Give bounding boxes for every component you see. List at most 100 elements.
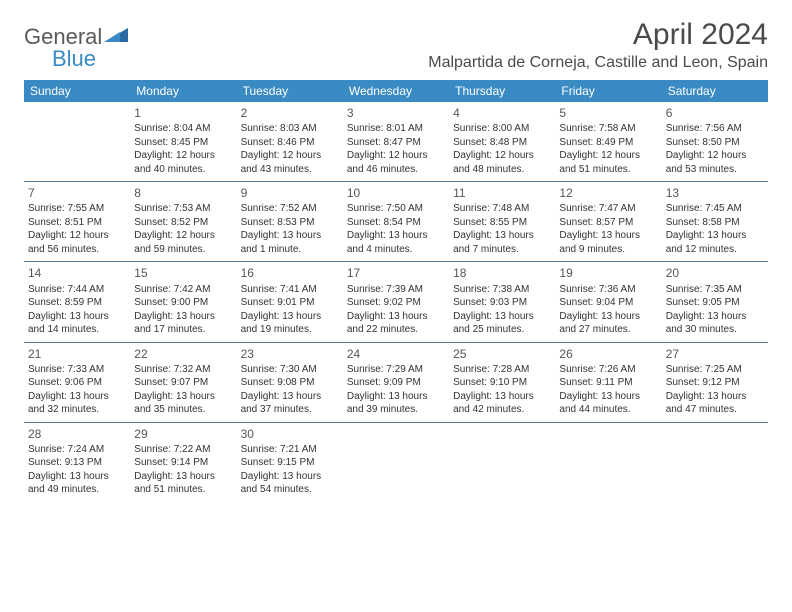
weekday-header: Tuesday: [237, 80, 343, 102]
daylight-text: Daylight: 13 hours and 37 minutes.: [241, 390, 339, 417]
sunrise-text: Sunrise: 7:44 AM: [28, 283, 126, 297]
day-cell: 2Sunrise: 8:03 AMSunset: 8:46 PMDaylight…: [237, 102, 343, 181]
sunset-text: Sunset: 9:11 PM: [559, 376, 657, 390]
sunrise-text: Sunrise: 7:42 AM: [134, 283, 232, 297]
sunrise-text: Sunrise: 7:24 AM: [28, 443, 126, 457]
sunset-text: Sunset: 9:09 PM: [347, 376, 445, 390]
day-cell: 18 Sunrise: 7:38 AMSunset: 9:03 PMDayligh…: [449, 262, 555, 341]
day-number: 21: [28, 346, 126, 362]
day-number: 3: [347, 105, 445, 121]
daylight-text: Daylight: 12 hours and 59 minutes.: [134, 229, 232, 256]
sunset-text: Sunset: 8:58 PM: [666, 216, 764, 230]
sunset-text: Sunset: 8:48 PM: [453, 136, 551, 150]
daylight-text: Daylight: 12 hours and 53 minutes.: [666, 149, 764, 176]
daylight-text: Daylight: 12 hours and 51 minutes.: [559, 149, 657, 176]
sunrise-text: Sunrise: 7:29 AM: [347, 363, 445, 377]
sunset-text: Sunset: 9:01 PM: [241, 296, 339, 310]
day-number: 18: [453, 265, 551, 281]
daylight-text: Daylight: 12 hours and 43 minutes.: [241, 149, 339, 176]
sunrise-text: Sunrise: 7:25 AM: [666, 363, 764, 377]
day-number: 29: [134, 426, 232, 442]
daylight-text: Daylight: 13 hours and 39 minutes.: [347, 390, 445, 417]
daylight-text: Daylight: 13 hours and 25 minutes.: [453, 310, 551, 337]
day-cell: [343, 423, 449, 502]
sunset-text: Sunset: 9:08 PM: [241, 376, 339, 390]
day-number: 22: [134, 346, 232, 362]
daylight-text: Daylight: 13 hours and 9 minutes.: [559, 229, 657, 256]
day-number: 23: [241, 346, 339, 362]
day-cell: 17Sunrise: 7:39 AMSunset: 9:02 PMDayligh…: [343, 262, 449, 341]
day-number: 27: [666, 346, 764, 362]
sunset-text: Sunset: 8:47 PM: [347, 136, 445, 150]
daylight-text: Daylight: 13 hours and 22 minutes.: [347, 310, 445, 337]
sunrise-text: Sunrise: 7:41 AM: [241, 283, 339, 297]
sunset-text: Sunset: 9:10 PM: [453, 376, 551, 390]
sunrise-text: Sunrise: 7:55 AM: [28, 202, 126, 216]
logo-triangle-icon: [102, 26, 130, 49]
day-cell: 20Sunrise: 7:35 AMSunset: 9:05 PMDayligh…: [662, 262, 768, 341]
sunset-text: Sunset: 9:12 PM: [666, 376, 764, 390]
daylight-text: Daylight: 12 hours and 46 minutes.: [347, 149, 445, 176]
location-text: Malpartida de Corneja, Castille and Leon…: [428, 54, 768, 72]
daylight-text: Daylight: 13 hours and 14 minutes.: [28, 310, 126, 337]
day-number: 1: [134, 105, 232, 121]
sunrise-text: Sunrise: 7:35 AM: [666, 283, 764, 297]
weekday-header: Thursday: [449, 80, 555, 102]
sunset-text: Sunset: 9:02 PM: [347, 296, 445, 310]
sunrise-text: Sunrise: 7:47 AM: [559, 202, 657, 216]
sunrise-text: Sunrise: 8:03 AM: [241, 122, 339, 136]
sunset-text: Sunset: 9:03 PM: [453, 296, 551, 310]
day-number: 5: [559, 105, 657, 121]
day-number: 28: [28, 426, 126, 442]
daylight-text: Daylight: 13 hours and 17 minutes.: [134, 310, 232, 337]
day-number: 14: [28, 265, 126, 281]
day-number: 20: [666, 265, 764, 281]
daylight-text: Daylight: 13 hours and 44 minutes.: [559, 390, 657, 417]
sunrise-text: Sunrise: 7:28 AM: [453, 363, 551, 377]
page-header: General Blue April 2024 Malpartida de Co…: [24, 18, 768, 72]
sunrise-text: Sunrise: 7:33 AM: [28, 363, 126, 377]
daylight-text: Daylight: 12 hours and 48 minutes.: [453, 149, 551, 176]
sunset-text: Sunset: 9:04 PM: [559, 296, 657, 310]
daylight-text: Daylight: 13 hours and 12 minutes.: [666, 229, 764, 256]
sunrise-text: Sunrise: 7:22 AM: [134, 443, 232, 457]
sunset-text: Sunset: 9:00 PM: [134, 296, 232, 310]
daylight-text: Daylight: 12 hours and 56 minutes.: [28, 229, 126, 256]
sunset-text: Sunset: 8:50 PM: [666, 136, 764, 150]
daylight-text: Daylight: 13 hours and 7 minutes.: [453, 229, 551, 256]
daylight-text: Daylight: 13 hours and 42 minutes.: [453, 390, 551, 417]
day-number: 30: [241, 426, 339, 442]
day-cell: [24, 102, 130, 181]
sunrise-text: Sunrise: 7:30 AM: [241, 363, 339, 377]
sunrise-text: Sunrise: 7:36 AM: [559, 283, 657, 297]
week-row: 1Sunrise: 8:04 AMSunset: 8:45 PMDaylight…: [24, 102, 768, 182]
daylight-text: Daylight: 13 hours and 27 minutes.: [559, 310, 657, 337]
sunrise-text: Sunrise: 7:38 AM: [453, 283, 551, 297]
day-cell: 23Sunrise: 7:30 AMSunset: 9:08 PMDayligh…: [237, 343, 343, 422]
day-cell: 30Sunrise: 7:21 AMSunset: 9:15 PMDayligh…: [237, 423, 343, 502]
sunset-text: Sunset: 9:07 PM: [134, 376, 232, 390]
sunset-text: Sunset: 8:59 PM: [28, 296, 126, 310]
day-number: 25: [453, 346, 551, 362]
sunset-text: Sunset: 8:49 PM: [559, 136, 657, 150]
day-cell: 5Sunrise: 7:58 AMSunset: 8:49 PMDaylight…: [555, 102, 661, 181]
day-cell: 11Sunrise: 7:48 AMSunset: 8:55 PMDayligh…: [449, 182, 555, 261]
sunrise-text: Sunrise: 8:01 AM: [347, 122, 445, 136]
sunset-text: Sunset: 8:55 PM: [453, 216, 551, 230]
sunrise-text: Sunrise: 7:39 AM: [347, 283, 445, 297]
day-number: 13: [666, 185, 764, 201]
day-number: 9: [241, 185, 339, 201]
day-cell: 14 Sunrise: 7:44 AMSunset: 8:59 PMDayligh…: [24, 262, 130, 341]
day-cell: 8Sunrise: 7:53 AMSunset: 8:52 PMDaylight…: [130, 182, 236, 261]
day-cell: 15Sunrise: 7:42 AMSunset: 9:00 PMDayligh…: [130, 262, 236, 341]
day-cell: [555, 423, 661, 502]
sunset-text: Sunset: 9:05 PM: [666, 296, 764, 310]
day-cell: 6Sunrise: 7:56 AMSunset: 8:50 PMDaylight…: [662, 102, 768, 181]
day-cell: 27Sunrise: 7:25 AMSunset: 9:12 PMDayligh…: [662, 343, 768, 422]
sunset-text: Sunset: 8:52 PM: [134, 216, 232, 230]
day-number: 12: [559, 185, 657, 201]
sunset-text: Sunset: 8:51 PM: [28, 216, 126, 230]
day-cell: 21Sunrise: 7:33 AMSunset: 9:06 PMDayligh…: [24, 343, 130, 422]
day-cell: 26Sunrise: 7:26 AMSunset: 9:11 PMDayligh…: [555, 343, 661, 422]
daylight-text: Daylight: 13 hours and 1 minute.: [241, 229, 339, 256]
